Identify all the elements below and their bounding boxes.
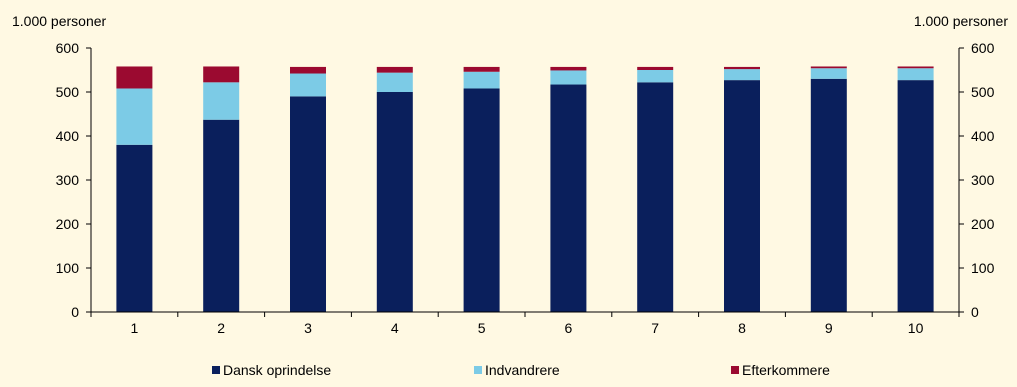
bar-9-series-3 — [810, 66, 847, 69]
legend-label-2: Indvandrere — [485, 362, 560, 378]
bar-3-series-2 — [290, 73, 326, 97]
bar-7-series-1 — [637, 82, 674, 312]
bar-1-series-3 — [116, 66, 153, 89]
bar-10-series-3 — [897, 66, 934, 69]
y-tick-label-right-400: 400 — [971, 128, 995, 144]
y-tick-label-left-100: 100 — [56, 260, 80, 276]
y-tick-label-right-500: 500 — [971, 84, 995, 100]
y-axis-unit-right: 1.000 personer — [914, 13, 1009, 29]
legend-swatch-2 — [474, 366, 482, 374]
bar-8-series-1 — [724, 80, 760, 313]
y-axis-unit-left: 1.000 personer — [12, 13, 107, 29]
y-tick-label-right-100: 100 — [971, 260, 995, 276]
legend: Dansk oprindelse Indvandrere Efterkommere — [212, 362, 830, 378]
bar-8-series-2 — [724, 69, 760, 81]
y-tick-label-left-600: 600 — [56, 40, 80, 56]
bar-3-series-1 — [290, 96, 326, 313]
bar-8-series-3 — [724, 66, 760, 70]
bar-7-series-3 — [637, 66, 674, 70]
bar-4-series-2 — [376, 72, 413, 92]
x-tick-label-7: 7 — [651, 320, 659, 336]
x-tick-label-6: 6 — [565, 320, 573, 336]
legend-swatch-3 — [731, 366, 739, 374]
bar-10-series-2 — [897, 68, 934, 81]
bar-2-series-3 — [203, 66, 240, 83]
legend-label-1: Dansk oprindelse — [223, 362, 331, 378]
legend-label-3: Efterkommere — [742, 362, 830, 378]
y-tick-label-right-0: 0 — [971, 304, 979, 320]
bar-4-series-1 — [376, 92, 413, 312]
bar-6-series-3 — [550, 66, 587, 71]
y-tick-label-right-600: 600 — [971, 40, 995, 56]
bar-10-series-1 — [897, 80, 934, 313]
bars-layer — [116, 66, 934, 313]
bar-5-series-1 — [463, 88, 500, 312]
x-tick-label-3: 3 — [304, 320, 312, 336]
bar-5-series-3 — [463, 66, 500, 72]
y-tick-label-left-300: 300 — [56, 172, 80, 188]
bar-2-series-1 — [203, 119, 240, 312]
y-tick-label-right-300: 300 — [971, 172, 995, 188]
x-tick-label-10: 10 — [908, 320, 924, 336]
bar-1-series-1 — [116, 144, 153, 312]
x-tick-label-2: 2 — [217, 320, 225, 336]
bar-9-series-1 — [810, 78, 847, 312]
x-tick-label-1: 1 — [131, 320, 139, 336]
legend-swatch-1 — [212, 366, 220, 374]
y-tick-label-left-500: 500 — [56, 84, 80, 100]
bar-9-series-2 — [810, 68, 847, 79]
bar-6-series-2 — [550, 70, 587, 85]
x-tick-label-8: 8 — [738, 320, 746, 336]
bar-4-series-3 — [376, 66, 413, 73]
y-tick-label-left-0: 0 — [71, 304, 79, 320]
x-tick-label-4: 4 — [391, 320, 399, 336]
axes-layer: 0 0 100 100 200 200 300 300 400 400 500 500 600 600 1 2… — [56, 40, 995, 336]
bar-2-series-2 — [203, 82, 240, 120]
y-tick-label-right-200: 200 — [971, 216, 995, 232]
bar-7-series-2 — [637, 70, 674, 83]
bar-1-series-2 — [116, 88, 153, 145]
x-tick-label-5: 5 — [478, 320, 486, 336]
bar-6-series-1 — [550, 84, 587, 313]
y-tick-label-left-200: 200 — [56, 216, 80, 232]
y-tick-label-left-400: 400 — [56, 128, 80, 144]
bar-3-series-3 — [290, 66, 326, 74]
bar-5-series-2 — [463, 71, 500, 89]
x-tick-label-9: 9 — [825, 320, 833, 336]
